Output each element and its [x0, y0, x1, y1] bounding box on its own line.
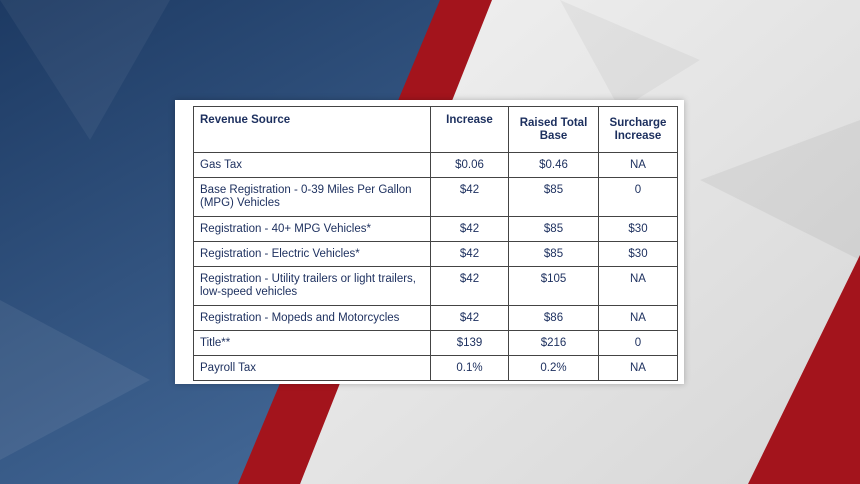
header-revenue-source: Revenue Source: [193, 106, 431, 153]
header-increase: Increase: [430, 106, 509, 153]
surcharge-increase-cell: NA: [598, 152, 678, 178]
revenue-source-cell: Registration - Utility trailers or light…: [193, 266, 431, 306]
raised-total-base-cell: $0.46: [508, 152, 599, 178]
increase-cell: $42: [430, 216, 509, 242]
table-row: Gas Tax $0.06 $0.46 NA: [193, 152, 678, 178]
table-row: Registration - Utility trailers or light…: [193, 266, 678, 306]
table-row: Registration - 40+ MPG Vehicles* $42 $85…: [193, 216, 678, 242]
raised-total-base-cell: $85: [508, 241, 599, 267]
increase-cell: $42: [430, 305, 509, 331]
increase-cell: $42: [430, 241, 509, 267]
raised-total-base-cell: $105: [508, 266, 599, 306]
header-surcharge-increase: Surcharge Increase: [598, 106, 678, 153]
increase-cell: $0.06: [430, 152, 509, 178]
revenue-source-cell: Base Registration - 0-39 Miles Per Gallo…: [193, 177, 431, 217]
revenue-source-cell: Registration - 40+ MPG Vehicles*: [193, 216, 431, 242]
revenue-table: Revenue Source Increase Raised Total Bas…: [193, 106, 678, 381]
increase-cell: $42: [430, 266, 509, 306]
revenue-source-cell: Payroll Tax: [193, 355, 431, 381]
increase-cell: $42: [430, 177, 509, 217]
table-row: Title** $139 $216 0: [193, 330, 678, 356]
surcharge-increase-cell: NA: [598, 305, 678, 331]
surcharge-increase-cell: 0: [598, 330, 678, 356]
surcharge-increase-cell: NA: [598, 266, 678, 306]
surcharge-increase-cell: $30: [598, 241, 678, 267]
raised-total-base-cell: $216: [508, 330, 599, 356]
revenue-source-cell: Registration - Mopeds and Motorcycles: [193, 305, 431, 331]
raised-total-base-cell: $85: [508, 177, 599, 217]
raised-total-base-cell: $85: [508, 216, 599, 242]
table-row: Payroll Tax 0.1% 0.2% NA: [193, 355, 678, 381]
revenue-source-cell: Title**: [193, 330, 431, 356]
surcharge-increase-cell: NA: [598, 355, 678, 381]
revenue-source-cell: Registration - Electric Vehicles*: [193, 241, 431, 267]
increase-cell: $139: [430, 330, 509, 356]
table-row: Registration - Electric Vehicles* $42 $8…: [193, 241, 678, 267]
surcharge-increase-cell: $30: [598, 216, 678, 242]
revenue-source-cell: Gas Tax: [193, 152, 431, 178]
increase-cell: 0.1%: [430, 355, 509, 381]
raised-total-base-cell: $86: [508, 305, 599, 331]
surcharge-increase-cell: 0: [598, 177, 678, 217]
table-header-row: Revenue Source Increase Raised Total Bas…: [193, 106, 678, 153]
raised-total-base-cell: 0.2%: [508, 355, 599, 381]
revenue-table-card: Revenue Source Increase Raised Total Bas…: [175, 100, 684, 384]
table-row: Base Registration - 0-39 Miles Per Gallo…: [193, 177, 678, 217]
table-row: Registration - Mopeds and Motorcycles $4…: [193, 305, 678, 331]
header-raised-total-base: Raised Total Base: [508, 106, 599, 153]
